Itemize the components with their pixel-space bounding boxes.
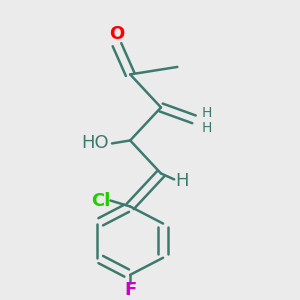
- Text: O: O: [110, 25, 124, 43]
- Text: HO: HO: [82, 134, 109, 152]
- Text: H: H: [176, 172, 189, 190]
- Text: H: H: [201, 106, 212, 120]
- Text: Cl: Cl: [91, 191, 110, 209]
- Text: H: H: [201, 121, 212, 135]
- Text: F: F: [124, 281, 136, 299]
